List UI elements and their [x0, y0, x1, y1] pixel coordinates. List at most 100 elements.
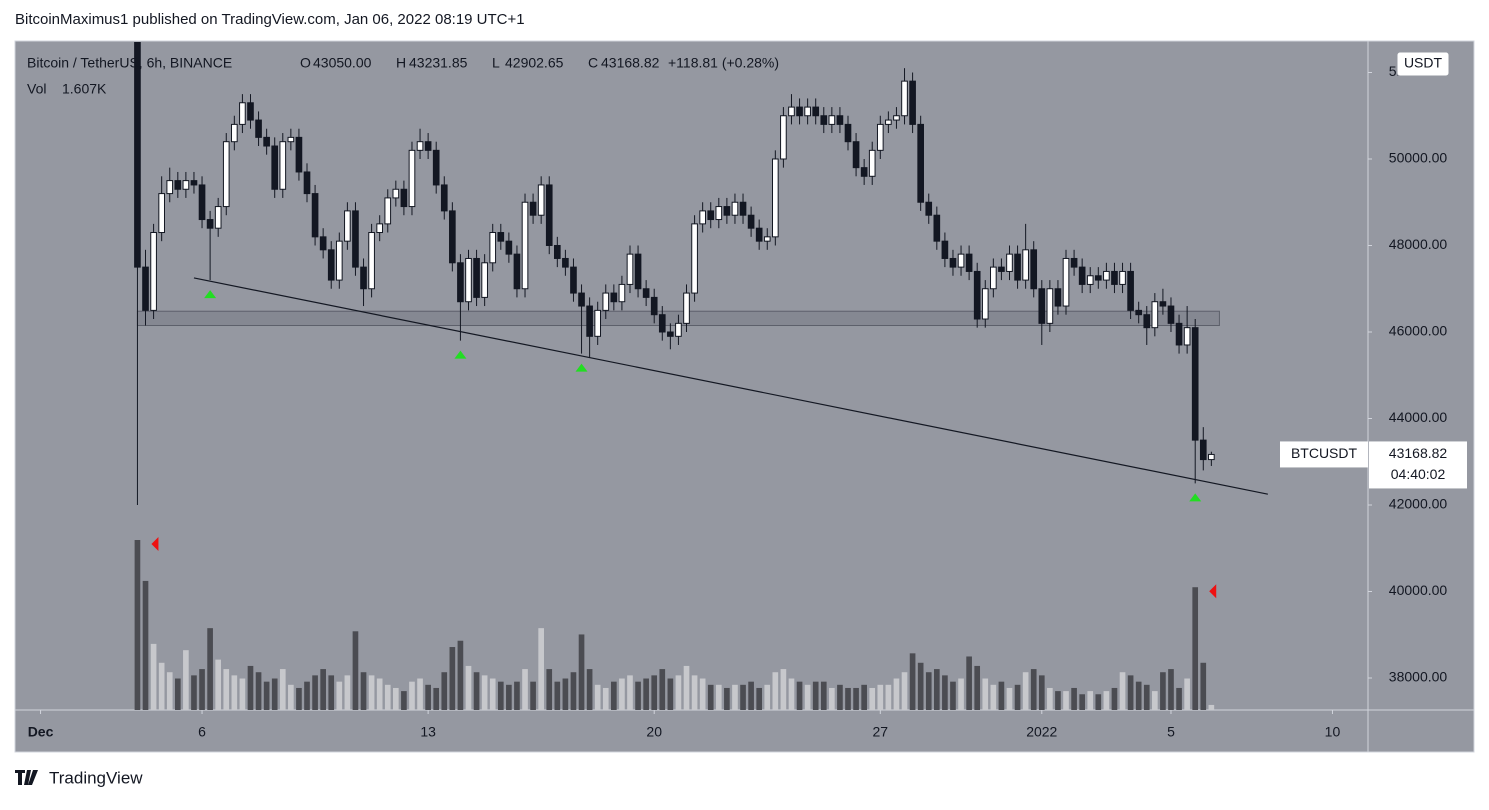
volume-bar [530, 681, 536, 710]
volume-bar [481, 675, 488, 710]
volume-bar [1055, 691, 1061, 710]
volume-bar [643, 678, 649, 710]
candle-body [933, 214, 941, 242]
volume-bar [538, 628, 544, 710]
volume-bar [271, 678, 278, 710]
volume-bar [909, 653, 916, 710]
candle-body [763, 236, 771, 242]
volume-bar [401, 691, 407, 710]
candle-body [271, 145, 279, 190]
volume-bar [853, 687, 859, 710]
candle-body [457, 262, 464, 303]
price-badge [1369, 441, 1467, 489]
candle-body [885, 119, 892, 125]
volume-bar [1063, 691, 1069, 710]
candle-body [214, 206, 222, 229]
volume-bar [247, 665, 254, 710]
volume-bar [425, 684, 431, 710]
candle-body [239, 102, 246, 125]
volume-bar [958, 678, 964, 710]
volume-bar [554, 681, 561, 710]
candle-body [731, 201, 739, 216]
volume-bar [522, 669, 528, 710]
candle-body [432, 149, 440, 186]
candle-body [788, 106, 795, 117]
candle-body [1046, 288, 1054, 324]
currency-label: USDT [1404, 55, 1443, 71]
candle-body [691, 223, 698, 294]
volume-bar [142, 580, 149, 710]
candle-body [715, 206, 723, 221]
volume-bar [812, 681, 819, 710]
candle-body [965, 253, 973, 272]
volume-bar [215, 659, 222, 710]
candle-body [1127, 270, 1134, 311]
candle-body [1183, 327, 1191, 346]
volume-bar [869, 687, 876, 710]
candle-body [465, 257, 472, 303]
candle-body [998, 266, 1005, 272]
volume-bar [134, 540, 141, 710]
logo [15, 770, 38, 785]
candle-body [1038, 288, 1046, 324]
volume-marker [151, 537, 159, 551]
ohlc-value: 43231.85 [409, 55, 468, 71]
candle-body [990, 266, 997, 290]
y-tick-label: 48000.00 [1389, 236, 1448, 252]
volume-bar [570, 672, 577, 710]
candle-body [642, 288, 650, 298]
volume-bar [183, 650, 189, 710]
candle-body [521, 201, 529, 290]
candle-body [836, 115, 844, 125]
countdown: 04:40:02 [1391, 466, 1446, 482]
volume-bar [1030, 669, 1037, 710]
volume-bar [942, 675, 948, 710]
volume-bar [263, 681, 270, 710]
candle-body [820, 115, 828, 125]
candle-body [473, 257, 480, 298]
candle-body [957, 253, 965, 268]
volume-bar [893, 678, 900, 710]
candle-body [1143, 314, 1151, 329]
candle-body [449, 210, 456, 264]
candle-body [747, 214, 755, 229]
volume-bar [627, 675, 633, 710]
candle-body [368, 232, 375, 290]
ohlc-key: C [588, 55, 598, 71]
x-tick-label: 27 [873, 724, 889, 740]
candle-body [1054, 288, 1062, 307]
volume-bar [724, 687, 730, 710]
volume-bar [982, 678, 989, 710]
ohlc-value: 43168.82 [601, 55, 660, 71]
volume-bar [336, 681, 343, 710]
candle-body [739, 201, 747, 216]
volume-bar [901, 672, 908, 710]
last-price: 43168.82 [1389, 445, 1448, 461]
volume-bar [837, 684, 843, 710]
candle-body [1030, 249, 1038, 290]
volume-bar [223, 669, 230, 710]
candle-body [352, 210, 359, 268]
volume-bar [594, 684, 601, 710]
volume-bar [1192, 587, 1199, 710]
volume-bar [368, 675, 375, 710]
symbol-badge [1280, 441, 1368, 468]
candle-body [1078, 266, 1086, 285]
x-tick-label: 10 [1325, 724, 1341, 740]
volume-bar [1014, 684, 1021, 710]
candle-body [1086, 275, 1094, 285]
candle-body [941, 240, 949, 259]
candle-body [335, 240, 343, 281]
volume-bar [473, 672, 480, 710]
candle-body [909, 80, 916, 125]
candle-body [1208, 453, 1215, 461]
candle-body [973, 270, 981, 320]
volume-bar [950, 681, 956, 710]
support-marker [1189, 493, 1202, 502]
legend: Bitcoin / TetherUS, 6h, BINANCE Vol 1.60… [27, 55, 779, 97]
volume-bar [917, 662, 924, 710]
trendline [193, 277, 1268, 495]
candle-body [327, 249, 335, 281]
candle-body [1159, 301, 1167, 307]
